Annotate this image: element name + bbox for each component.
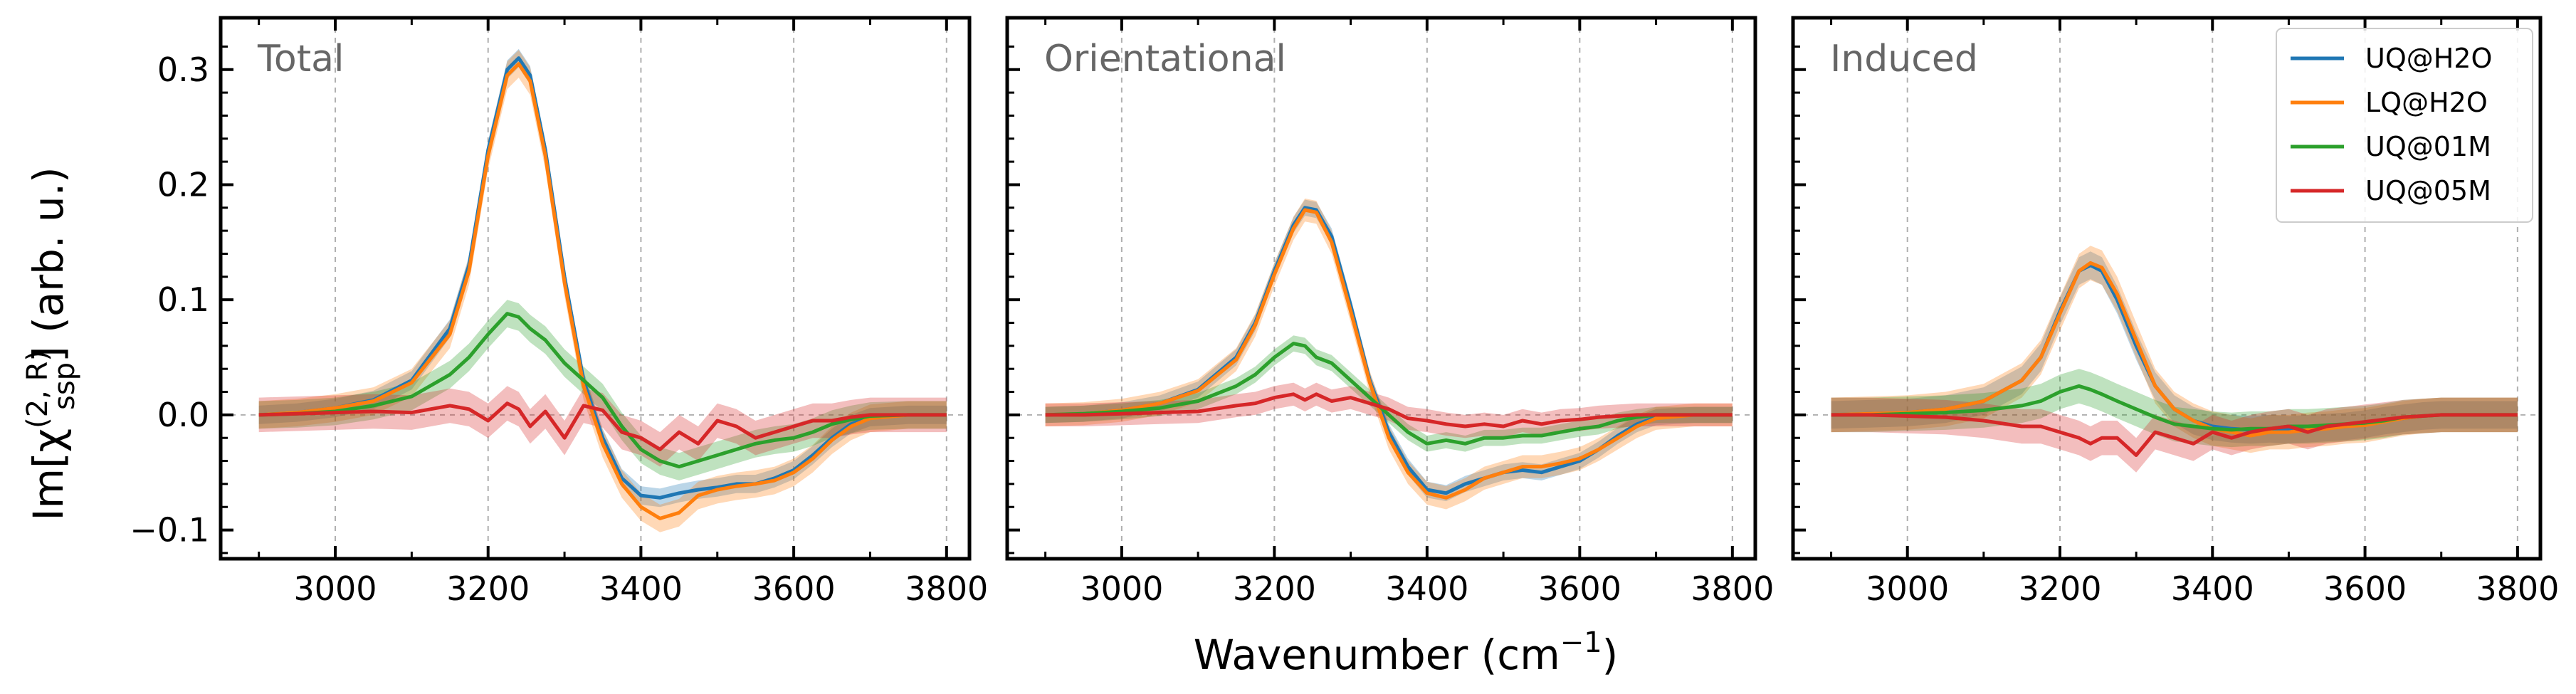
plot-area — [1045, 198, 1733, 510]
legend-label: UQ@H2O — [2365, 43, 2492, 74]
x-tick-label: 3000 — [1080, 569, 1163, 608]
panel-frame — [1005, 16, 1757, 561]
legend-label: UQ@05M — [2365, 175, 2491, 206]
panel-frame — [219, 16, 972, 561]
series-line-uq-01m — [258, 312, 947, 469]
x-axis-label-sup: −1 — [1560, 626, 1602, 659]
band-lq-h2o — [1045, 198, 1733, 510]
x-tick-label: 3000 — [293, 569, 377, 608]
y-axis-label-main: Im[χ — [24, 429, 73, 521]
x-tick-label: 3600 — [752, 569, 836, 608]
x-tick-label: 3000 — [1866, 569, 1949, 608]
legend: UQ@H2O LQ@H2O UQ@01M UQ@05M — [2276, 28, 2533, 223]
x-axis-label-main: Wavenumber (cm — [1194, 631, 1560, 679]
series-line-uq-h2o — [1045, 206, 1733, 495]
panel-title: Orientational — [1044, 38, 1286, 80]
band-uq-h2o — [1831, 251, 2518, 444]
band-uq-h2o — [1045, 199, 1733, 502]
y-axis-label-sup: (2, R) — [21, 350, 54, 429]
panel-orientational: 3000 3200 3400 3600 3800 Orientational — [1005, 16, 1774, 608]
legend-box — [2276, 28, 2533, 223]
series-line-uq-05m — [1831, 413, 2518, 457]
legend-label: UQ@01M — [2365, 131, 2491, 162]
x-tick-label: 3600 — [1538, 569, 1621, 608]
series-line-uq-05m — [258, 401, 947, 451]
panel-frame — [1791, 16, 2543, 561]
y-tick-label: −0.1 — [130, 511, 209, 550]
band-uq-05m — [258, 386, 947, 467]
x-tick-label: 3400 — [2171, 569, 2254, 608]
series-line-uq-05m — [1045, 392, 1733, 429]
plot-area — [1831, 246, 2518, 473]
panel-title: Total — [257, 38, 344, 80]
x-tick-label: 3400 — [599, 569, 683, 608]
series-line-lq-h2o — [258, 62, 947, 520]
x-tick-label: 3800 — [905, 569, 988, 608]
y-tick-label: 0.2 — [157, 165, 209, 204]
legend-label: LQ@H2O — [2365, 87, 2488, 118]
y-axis-label-sub: ssp — [48, 362, 81, 410]
x-tick-label: 3600 — [2323, 569, 2407, 608]
band-lq-h2o — [258, 50, 947, 532]
panel-induced: 3000 3200 3400 3600 3800 Induced — [1791, 16, 2559, 608]
x-tick-label: 3800 — [1691, 569, 1774, 608]
x-tick-label: 3800 — [2476, 569, 2559, 608]
x-tick-label: 3200 — [446, 569, 530, 608]
x-tick-label: 3400 — [1385, 569, 1468, 608]
y-tick-label: 0.3 — [157, 51, 209, 89]
panel-title: Induced — [1830, 38, 1978, 80]
band-uq-01m — [258, 300, 947, 480]
series-line-lq-h2o — [1045, 208, 1733, 500]
y-tick-label: 0.1 — [157, 280, 209, 319]
band-lq-h2o — [1831, 246, 2518, 453]
y-axis-label: Im[χ(2, R)ssp] (arb. u.) — [21, 167, 81, 520]
x-axis-label-end: ) — [1602, 631, 1619, 679]
y-tick-label: 0.0 — [157, 396, 209, 434]
band-uq-05m — [1831, 397, 2518, 473]
x-tick-label: 3200 — [1233, 569, 1316, 608]
panel-total: 3000 3200 3400 3600 3800 −0.1 0.0 0.1 0.2 0.3 Tota… — [130, 16, 988, 608]
series-line-uq-01m — [1045, 342, 1733, 446]
panels-layer: 3000 3200 3400 3600 3800 −0.1 0.0 0.1 0.2 0.3 Tota… — [130, 16, 2559, 608]
y-axis-label-end: ] (arb. u.) — [24, 167, 73, 362]
x-tick-label: 3200 — [2018, 569, 2101, 608]
x-axis-label: Wavenumber (cm−1) — [1194, 626, 1619, 679]
plot-area — [258, 48, 947, 532]
